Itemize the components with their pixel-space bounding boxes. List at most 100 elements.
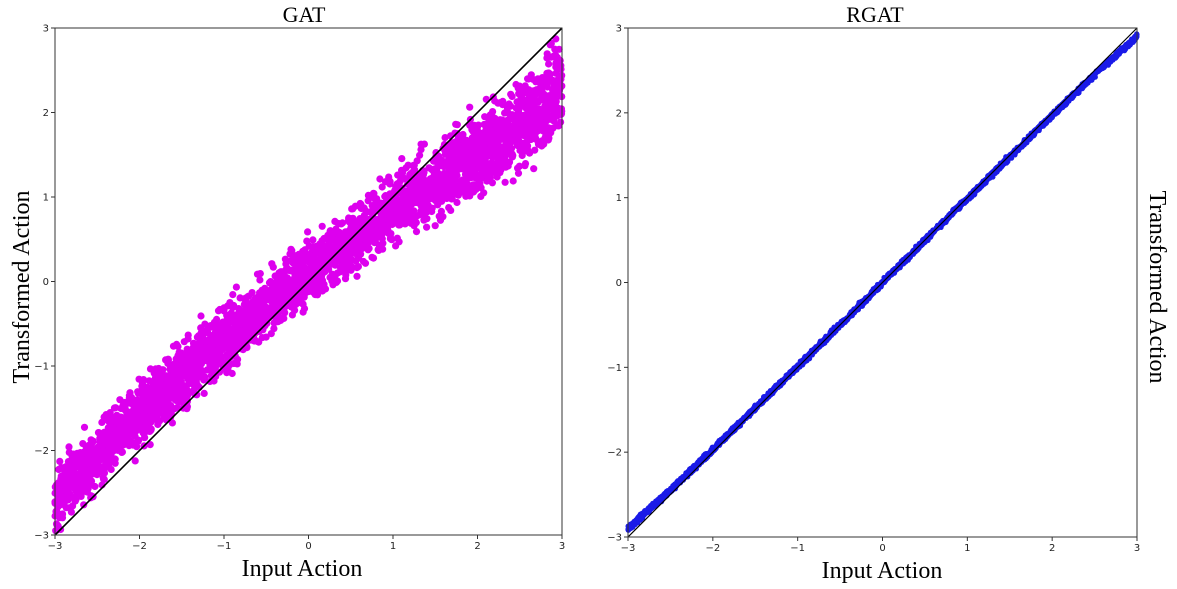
gat-scatter-point: [256, 276, 264, 284]
gat-scatter-point: [346, 246, 354, 254]
gat-scatter-point: [163, 407, 171, 415]
gat-scatter-point: [498, 116, 506, 124]
gat-scatter-point: [428, 207, 436, 216]
gat-scatter-point: [515, 162, 524, 170]
gat-scatter-point: [106, 409, 114, 417]
gat-scatter-point: [116, 413, 124, 421]
gat-scatter-point: [171, 405, 179, 413]
gat-scatter-point: [481, 159, 489, 168]
gat-scatter-point: [87, 480, 95, 488]
gat-scatter-point: [515, 90, 523, 98]
gat-scatter-point: [526, 118, 534, 126]
gat-scatter-point: [545, 69, 553, 77]
gat-scatter-point: [364, 191, 372, 199]
gat-scatter-point: [130, 440, 138, 449]
gat-scatter-point: [379, 245, 387, 253]
gat-y-tick-label: 3: [43, 24, 49, 35]
gat-scatter-point: [513, 98, 521, 106]
gat-y-tick-label: 2: [43, 108, 49, 119]
gat-scatter-point: [55, 465, 63, 474]
gat-scatter-point: [236, 320, 244, 328]
gat-scatter-point: [326, 228, 334, 236]
gat-scatter-point: [530, 111, 538, 119]
gat-scatter-point: [485, 124, 493, 132]
gat-scatter-point: [545, 124, 553, 132]
gat-scatter-point: [398, 155, 406, 163]
gat-scatter-point: [97, 468, 105, 476]
gat-scatter-point: [274, 289, 282, 297]
gat-scatter-point: [477, 192, 485, 200]
gat-scatter-point: [76, 458, 84, 466]
gat-scatter-point: [230, 301, 238, 310]
gat-scatter-point: [173, 377, 181, 385]
gat-scatter-point: [111, 434, 119, 442]
gat-x-axis-label: Input Action: [242, 556, 363, 582]
gat-scatter-point: [281, 274, 289, 282]
gat-scatter-points: [51, 35, 566, 535]
gat-scatter-point: [241, 312, 249, 320]
gat-scatter-point: [412, 228, 421, 236]
gat-scatter-point: [527, 135, 535, 144]
gat-scatter-point: [230, 341, 238, 349]
gat-scatter-point: [450, 188, 458, 196]
gat-scatter-point: [552, 69, 560, 77]
gat-scatter-point: [262, 333, 270, 341]
gat-scatter-point: [398, 206, 406, 214]
gat-scatter-point: [328, 270, 336, 278]
gat-scatter-point: [274, 280, 282, 288]
gat-scatter-point: [352, 257, 360, 265]
gat-scatter-point: [311, 291, 319, 299]
gat-scatter-point: [503, 145, 511, 153]
gat-scatter-point: [155, 399, 163, 407]
gat-scatter-point: [489, 108, 497, 116]
gat-scatter-point: [268, 260, 276, 268]
gat-scatter-point: [474, 135, 482, 143]
gat-scatter-point: [371, 237, 379, 246]
gat-scatter-point: [134, 404, 142, 412]
gat-scatter-point: [64, 489, 72, 497]
gat-scatter-point: [240, 300, 248, 308]
gat-scatter-point: [417, 202, 426, 210]
gat-scatter-point: [445, 171, 453, 179]
gat-scatter-point: [148, 403, 156, 411]
gat-scatter-point: [216, 305, 224, 314]
gat-scatter-point: [134, 416, 142, 424]
gat-scatter-point: [138, 383, 146, 391]
gat-x-tick-label: 0: [305, 541, 311, 552]
gat-scatter-point: [365, 244, 373, 252]
gat-scatter-point: [62, 504, 70, 512]
gat-scatter-point: [475, 161, 483, 169]
gat-scatter-point: [413, 187, 421, 195]
gat-scatter-point: [543, 113, 551, 121]
gat-scatter-point: [309, 236, 317, 244]
gat-scatter-point: [551, 89, 559, 97]
gat-scatter-point: [65, 448, 73, 456]
gat-scatter-point: [437, 207, 445, 215]
gat-scatter-point: [187, 358, 195, 367]
rgat-title: RGAT: [846, 2, 904, 27]
gat-identity-line: [54, 27, 563, 536]
gat-scatter-point: [232, 283, 240, 291]
gat-scatter-point: [60, 478, 68, 486]
gat-scatter-point: [103, 416, 111, 424]
gat-scatter-point: [304, 228, 312, 236]
gat-scatter-point: [223, 369, 231, 377]
gat-scatter-point: [145, 377, 153, 385]
gat-scatter-point: [307, 255, 316, 264]
gat-scatter-point: [305, 271, 313, 279]
gat-scatter-point: [173, 340, 181, 348]
gat-scatter-point: [146, 365, 155, 373]
gat-scatter-point: [294, 269, 302, 277]
gat-scatter-point: [423, 223, 431, 231]
gat-scatter-point: [383, 228, 391, 236]
gat-scatter-point: [184, 367, 193, 375]
gat-scatter-point: [357, 250, 365, 258]
gat-scatter-point: [256, 317, 264, 326]
gat-y-tick-label: −2: [34, 446, 49, 457]
gat-scatter-point: [432, 149, 440, 157]
gat-scatter-point: [207, 343, 215, 351]
gat-scatter-point: [146, 441, 154, 449]
gat-scatter-point: [446, 158, 454, 166]
gat-scatter-point: [460, 139, 468, 147]
